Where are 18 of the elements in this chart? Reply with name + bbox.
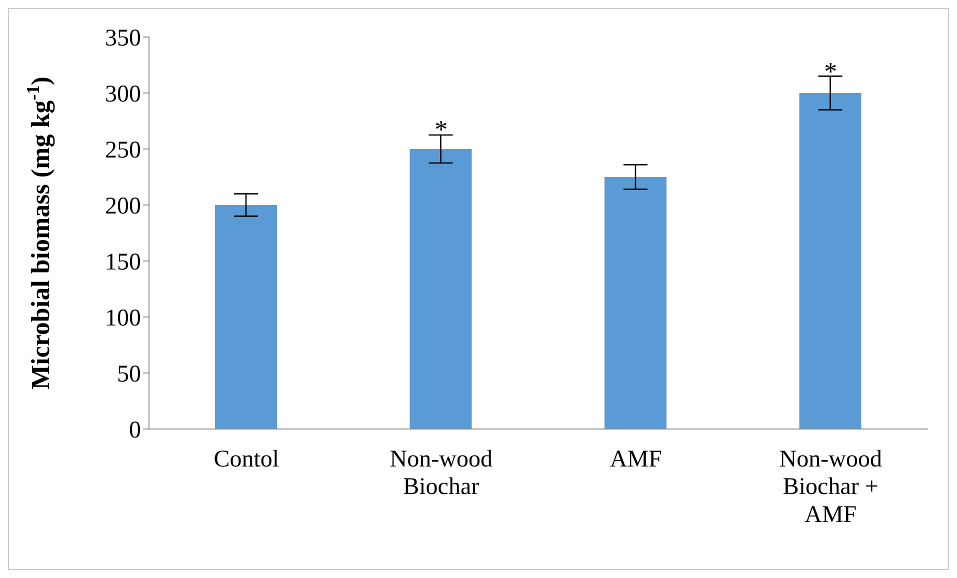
bar xyxy=(410,149,472,429)
bar xyxy=(799,93,862,429)
y-tick-label: 250 xyxy=(105,138,141,164)
x-tick-label: Contol xyxy=(214,446,280,473)
annotation: * xyxy=(824,56,838,86)
x-tick-label: Non-wood Biochar + AMF xyxy=(779,446,882,528)
y-tick-label: 350 xyxy=(105,26,141,52)
y-tick-label: 100 xyxy=(105,306,141,332)
y-tick-label: 50 xyxy=(117,362,141,388)
annotation: * xyxy=(434,115,448,144)
bar xyxy=(215,205,277,429)
x-tick-label: AMF xyxy=(610,446,662,473)
x-tick-label: Non-wood Biochar xyxy=(390,446,492,500)
y-tick-label: 300 xyxy=(105,82,141,108)
y-tick-label: 200 xyxy=(105,194,141,220)
y-tick-label: 0 xyxy=(129,418,141,444)
y-tick-label: 150 xyxy=(105,250,141,276)
bar xyxy=(604,177,666,429)
